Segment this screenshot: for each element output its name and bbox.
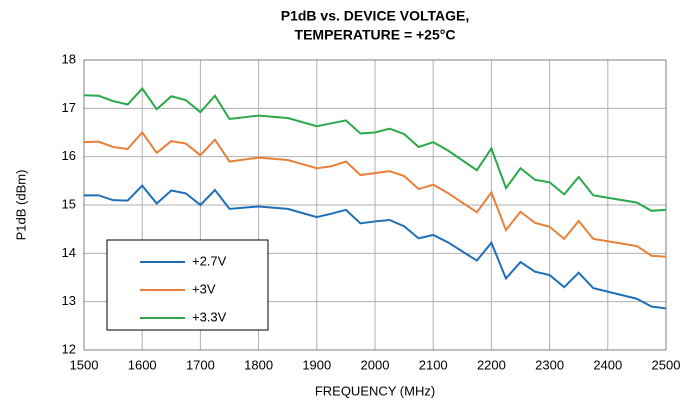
y-tick-label: 17 xyxy=(62,100,76,115)
x-tick-label: 1900 xyxy=(302,357,331,372)
x-tick-label: 1500 xyxy=(70,357,99,372)
y-tick-label: 13 xyxy=(62,293,76,308)
x-tick-label: 2000 xyxy=(361,357,390,372)
y-tick-label: 18 xyxy=(62,51,76,66)
legend-box xyxy=(106,239,269,331)
x-tick-label: 2400 xyxy=(593,357,622,372)
data-line xyxy=(84,184,667,310)
data-line xyxy=(83,130,667,258)
legend-label: +3.3V xyxy=(192,309,227,324)
x-tick-label: 1800 xyxy=(244,357,273,372)
legend-label: +2.7V xyxy=(192,253,227,268)
x-tick-label: 2100 xyxy=(419,357,448,372)
chart-title: P1dB vs. DEVICE VOLTAGE, xyxy=(281,8,470,24)
y-axis-label: P1dB (dBm) xyxy=(13,170,28,241)
x-tick-label: 1700 xyxy=(186,357,215,372)
y-tick-label: 16 xyxy=(62,148,76,163)
x-tick-label: 1600 xyxy=(128,357,157,372)
y-tick-label: 15 xyxy=(62,196,76,211)
y-tick-label: 12 xyxy=(62,341,76,356)
x-axis-label: FREQUENCY (MHz) xyxy=(315,383,435,398)
legend-label: +3V xyxy=(192,281,216,296)
data-line xyxy=(83,86,667,212)
x-tick-label: 2300 xyxy=(535,357,564,372)
plot-border xyxy=(83,59,667,351)
y-tick-label: 14 xyxy=(62,245,76,260)
x-tick-label: 2200 xyxy=(477,357,506,372)
chart-title: TEMPERATURE = +25°C xyxy=(295,27,456,43)
x-tick-label: 2500 xyxy=(652,357,681,372)
